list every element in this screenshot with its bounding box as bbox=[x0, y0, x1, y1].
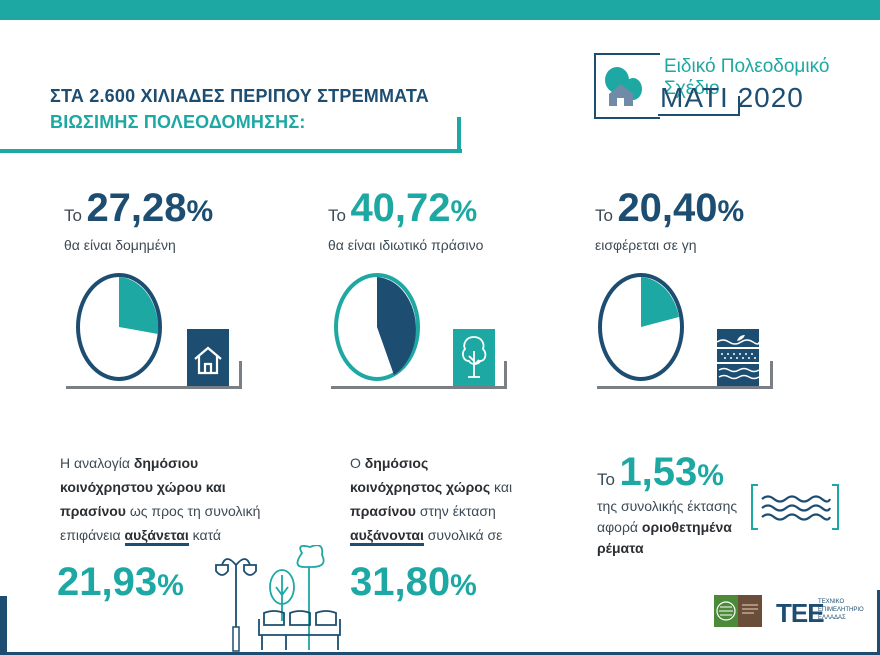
streams-text: της συνολικής έκτασης αφορά οριοθετημένα… bbox=[597, 498, 738, 556]
pie-land-contribution bbox=[598, 273, 684, 381]
stat-value: 27,28 bbox=[86, 186, 187, 230]
public-ratio-value: 21,93% bbox=[57, 560, 184, 604]
logo-subtitle: Ειδικό Πολεοδομικό Σχέδιο bbox=[664, 56, 830, 99]
public-ratio-text: Η αναλογία δημόσιου κοινόχρηστου χώρου κ… bbox=[60, 451, 270, 547]
pie-private-green bbox=[334, 273, 420, 381]
headline-underline bbox=[0, 149, 462, 153]
stat-streams: Το 1,53% bbox=[597, 450, 724, 495]
right-accent-bar bbox=[877, 590, 880, 655]
house-icon bbox=[187, 329, 229, 386]
tee-logo-caption: ΤΕΧΝΙΚΟ ΕΠΙΜΕΛΗΤΗΡΙΟ ΕΛΛΑΔΑΣ bbox=[818, 599, 864, 621]
soil-layers-icon bbox=[717, 329, 759, 386]
headline-line1: ΣΤΑ 2.600 ΧΙΛΙΑΔΕΣ ΠΕΡΙΠΟΥ ΣΤΡΕΜΜΑΤΑ bbox=[50, 86, 429, 106]
stat-prefix: Το bbox=[597, 470, 615, 489]
waves-icon bbox=[751, 484, 839, 530]
stat-built: Το 27,28% bbox=[64, 186, 213, 231]
divider-vertical bbox=[239, 361, 242, 389]
stat-unit: % bbox=[186, 195, 214, 228]
stat-value: 1,53 bbox=[619, 450, 698, 494]
stat-land-contribution: Το 20,40% bbox=[595, 186, 744, 231]
public-area-text: Ο δημόσιος κοινόχρηστος χώρος και πρασίν… bbox=[350, 451, 550, 547]
park-bench-lamp-icon bbox=[215, 545, 341, 652]
ministry-emblem-icon bbox=[714, 595, 762, 627]
pie-built bbox=[76, 273, 162, 381]
stat-caption: εισφέρεται σε γη bbox=[595, 237, 697, 253]
headline-line2: ΒΙΩΣΙΜΗΣ ΠΟΛΕΟΔΟΜΗΣΗΣ: bbox=[50, 112, 306, 132]
divider bbox=[331, 386, 507, 389]
divider bbox=[597, 386, 773, 389]
top-banner bbox=[0, 0, 880, 20]
bottom-rule bbox=[0, 652, 880, 655]
stat-unit: % bbox=[697, 459, 724, 492]
headline-underline-vertical bbox=[457, 117, 461, 153]
divider-vertical bbox=[770, 361, 773, 389]
tree-icon bbox=[453, 329, 495, 386]
logo-frame-bottom bbox=[658, 114, 738, 116]
stat-caption: θα είναι ιδιωτικό πράσινο bbox=[328, 237, 484, 253]
stat-caption: θα είναι δομημένη bbox=[64, 237, 176, 253]
divider-vertical bbox=[504, 361, 507, 389]
stat-private-green: Το 40,72% bbox=[328, 186, 477, 231]
logo-frame-tick bbox=[738, 96, 740, 116]
stat-prefix: Το bbox=[595, 206, 613, 225]
logo-title: ΜΑΤΙ 2020 bbox=[660, 82, 804, 113]
stat-prefix: Το bbox=[328, 206, 346, 225]
trees-house-icon bbox=[605, 67, 642, 106]
logo-frame bbox=[594, 53, 660, 119]
stat-value: 40,72 bbox=[350, 186, 451, 230]
stat-prefix: Το bbox=[64, 206, 82, 225]
divider bbox=[66, 386, 242, 389]
public-area-value: 31,80% bbox=[350, 560, 477, 604]
left-accent-bar bbox=[0, 596, 7, 655]
stat-value: 20,40 bbox=[617, 186, 718, 230]
stat-unit: % bbox=[450, 195, 478, 228]
tee-logo: ΤΕΕ bbox=[776, 598, 825, 628]
stat-unit: % bbox=[717, 195, 745, 228]
